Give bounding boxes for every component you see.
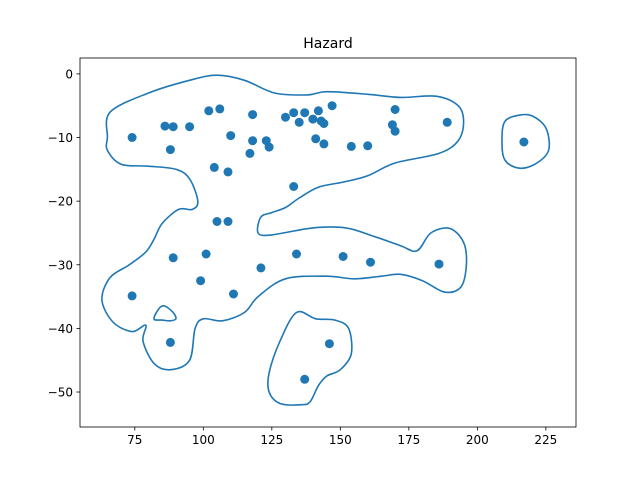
data-point-23 xyxy=(319,139,329,149)
data-point-17 xyxy=(308,114,318,124)
data-point-14 xyxy=(289,108,299,118)
data-point-13 xyxy=(281,112,290,122)
data-point-40 xyxy=(292,249,301,259)
y-tick-label: −20 xyxy=(48,195,73,209)
data-point-6 xyxy=(215,104,225,114)
x-tick-label: 125 xyxy=(260,433,283,447)
axes-frame xyxy=(79,57,577,428)
data-point-47 xyxy=(324,339,334,349)
data-point-5 xyxy=(204,106,214,116)
data-point-43 xyxy=(434,259,444,269)
tick-layer: 75 100 125 150 175 200 225 0 −10 −20 −30 −40 −50 xyxy=(48,67,558,447)
data-point-21 xyxy=(327,101,337,111)
data-point-26 xyxy=(390,105,400,114)
plot-area xyxy=(80,58,576,427)
data-point-45 xyxy=(229,289,238,299)
data-point-16 xyxy=(300,108,310,118)
point-layer xyxy=(127,101,529,384)
data-point-41 xyxy=(338,252,348,261)
data-point-2 xyxy=(168,122,178,132)
data-point-32 xyxy=(223,167,233,177)
data-point-20 xyxy=(319,119,329,128)
contour-line-3 xyxy=(266,310,353,406)
data-point-10 xyxy=(245,148,255,158)
data-point-22 xyxy=(311,134,321,144)
data-point-1 xyxy=(160,121,170,131)
data-point-9 xyxy=(248,136,258,146)
y-tick-label: 0 xyxy=(65,67,73,81)
y-tick-label: −40 xyxy=(48,322,73,336)
data-point-15 xyxy=(294,117,304,127)
data-point-3 xyxy=(165,145,175,155)
x-tick-label: 150 xyxy=(329,433,352,447)
contour-line-0 xyxy=(101,74,468,371)
x-tick-label: 225 xyxy=(534,433,557,447)
contour-line-2 xyxy=(501,113,551,170)
data-point-33 xyxy=(289,182,299,191)
y-tick-label: −50 xyxy=(48,386,73,400)
data-point-38 xyxy=(196,276,206,286)
data-point-48 xyxy=(300,374,310,384)
data-point-12 xyxy=(264,142,274,152)
contour-line-1 xyxy=(153,305,177,322)
data-point-28 xyxy=(390,126,400,136)
data-point-7 xyxy=(226,131,236,141)
data-point-25 xyxy=(363,141,373,151)
data-point-35 xyxy=(223,217,233,226)
data-point-36 xyxy=(201,249,211,259)
y-tick-label: −10 xyxy=(48,131,73,145)
data-point-18 xyxy=(313,106,323,116)
data-point-44 xyxy=(127,291,137,301)
x-tick-label: 175 xyxy=(397,433,420,447)
contour-layer xyxy=(101,74,551,406)
data-point-34 xyxy=(212,217,222,226)
data-point-8 xyxy=(248,110,258,120)
data-point-37 xyxy=(168,253,178,263)
chart-title: Hazard xyxy=(303,36,352,52)
data-point-29 xyxy=(442,117,452,127)
data-point-0 xyxy=(127,133,137,142)
data-point-46 xyxy=(165,337,175,347)
x-tick-label: 75 xyxy=(127,433,142,447)
data-point-31 xyxy=(209,162,219,172)
data-point-30 xyxy=(519,137,529,147)
x-tick-label: 200 xyxy=(466,433,489,447)
data-point-4 xyxy=(185,122,195,132)
data-point-42 xyxy=(366,257,375,267)
y-tick-label: −30 xyxy=(48,258,73,272)
data-point-39 xyxy=(256,263,266,273)
data-point-24 xyxy=(346,141,356,151)
x-tick-label: 100 xyxy=(192,433,215,447)
